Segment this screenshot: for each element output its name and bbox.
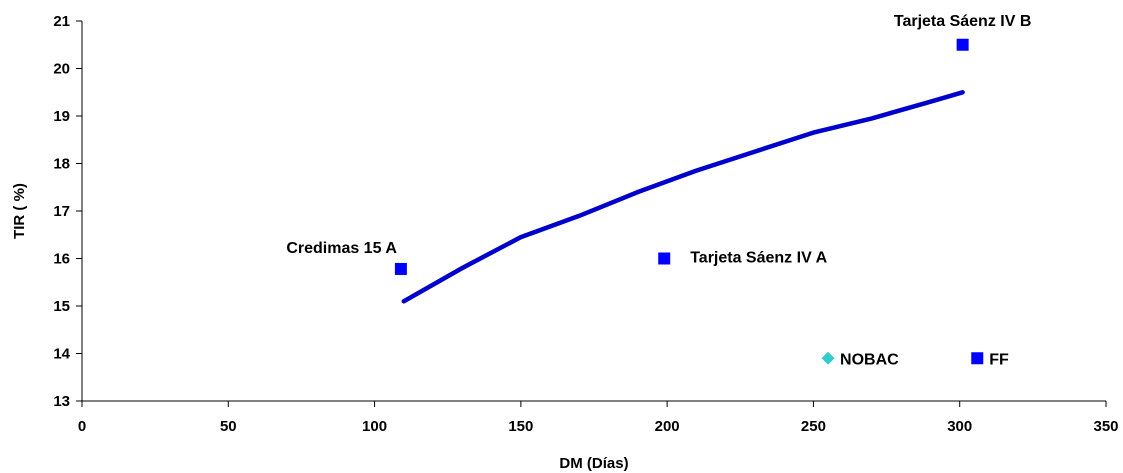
y-tick-label: 16 [53,251,70,268]
point-label: Tarjeta Sáenz IV B [894,13,1032,30]
y-tick-label: 18 [53,156,70,173]
point-labels: Credimas 15 A Tarjeta Sáenz IV A Tarjeta S… [286,13,1031,369]
y-tick-label: 14 [53,346,70,363]
x-tick-label: 350 [1093,418,1118,435]
point-label: NOBAC [840,351,899,368]
x-tick-label: 0 [78,418,86,435]
y-tick-label: 20 [53,61,70,78]
x-tick-label: 50 [220,418,237,435]
data-point-square [394,262,407,275]
trend-curve-group [401,90,965,304]
x-tick-label: 100 [362,418,387,435]
y-axis-title: TIR ( %) [11,183,28,239]
y-axis-ticks: 13 14 15 16 17 18 19 20 21 [53,13,82,410]
data-points [394,38,984,365]
x-axis-title: DM (Días) [559,455,628,472]
x-axis-ticks: 0 50 100 150 200 250 300 350 [78,401,1119,435]
data-point-square [658,252,671,265]
point-label: Credimas 15 A [286,240,397,257]
x-tick-label: 150 [508,418,533,435]
y-tick-label: 19 [53,108,70,125]
y-tick-label: 21 [53,13,70,30]
y-tick-label: 17 [53,203,70,220]
x-tick-label: 250 [801,418,826,435]
data-point-square [956,38,969,51]
y-tick-label: 13 [53,393,70,410]
point-label: Tarjeta Sáenz IV A [690,250,827,267]
x-tick-label: 200 [655,418,680,435]
data-point-diamond [821,351,835,365]
point-label: FF [989,351,1009,368]
data-point-square [971,352,984,365]
trend-curve [401,90,965,304]
y-tick-label: 15 [53,298,70,315]
x-tick-label: 300 [947,418,972,435]
